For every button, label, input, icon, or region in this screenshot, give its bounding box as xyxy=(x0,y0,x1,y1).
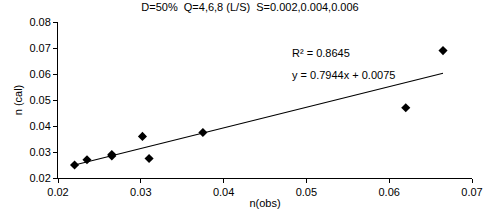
svg-text:0.06: 0.06 xyxy=(29,68,50,80)
svg-text:0.07: 0.07 xyxy=(461,186,482,198)
svg-text:n(obs): n(obs) xyxy=(249,197,280,209)
svg-text:0.05: 0.05 xyxy=(29,94,50,106)
svg-text:y = 0.7944x + 0.0075: y = 0.7944x + 0.0075 xyxy=(292,69,395,81)
svg-text:0.02: 0.02 xyxy=(47,186,68,198)
svg-text:R² = 0.8645: R² = 0.8645 xyxy=(292,47,350,59)
svg-text:0.04: 0.04 xyxy=(213,186,234,198)
svg-text:0.04: 0.04 xyxy=(29,120,50,132)
svg-text:0.02: 0.02 xyxy=(29,172,50,184)
svg-text:n (cal): n (cal) xyxy=(12,85,24,116)
svg-text:0.06: 0.06 xyxy=(378,186,399,198)
svg-text:0.03: 0.03 xyxy=(130,186,151,198)
svg-text:0.07: 0.07 xyxy=(29,42,50,54)
svg-text:D=50% Q=4,6,8 (L/S) S=0.002,: D=50% Q=4,6,8 (L/S) S=0.002,0.004,0.006 xyxy=(141,1,358,13)
svg-text:0.05: 0.05 xyxy=(296,186,317,198)
svg-text:0.08: 0.08 xyxy=(29,16,50,28)
svg-text:0.03: 0.03 xyxy=(29,146,50,158)
